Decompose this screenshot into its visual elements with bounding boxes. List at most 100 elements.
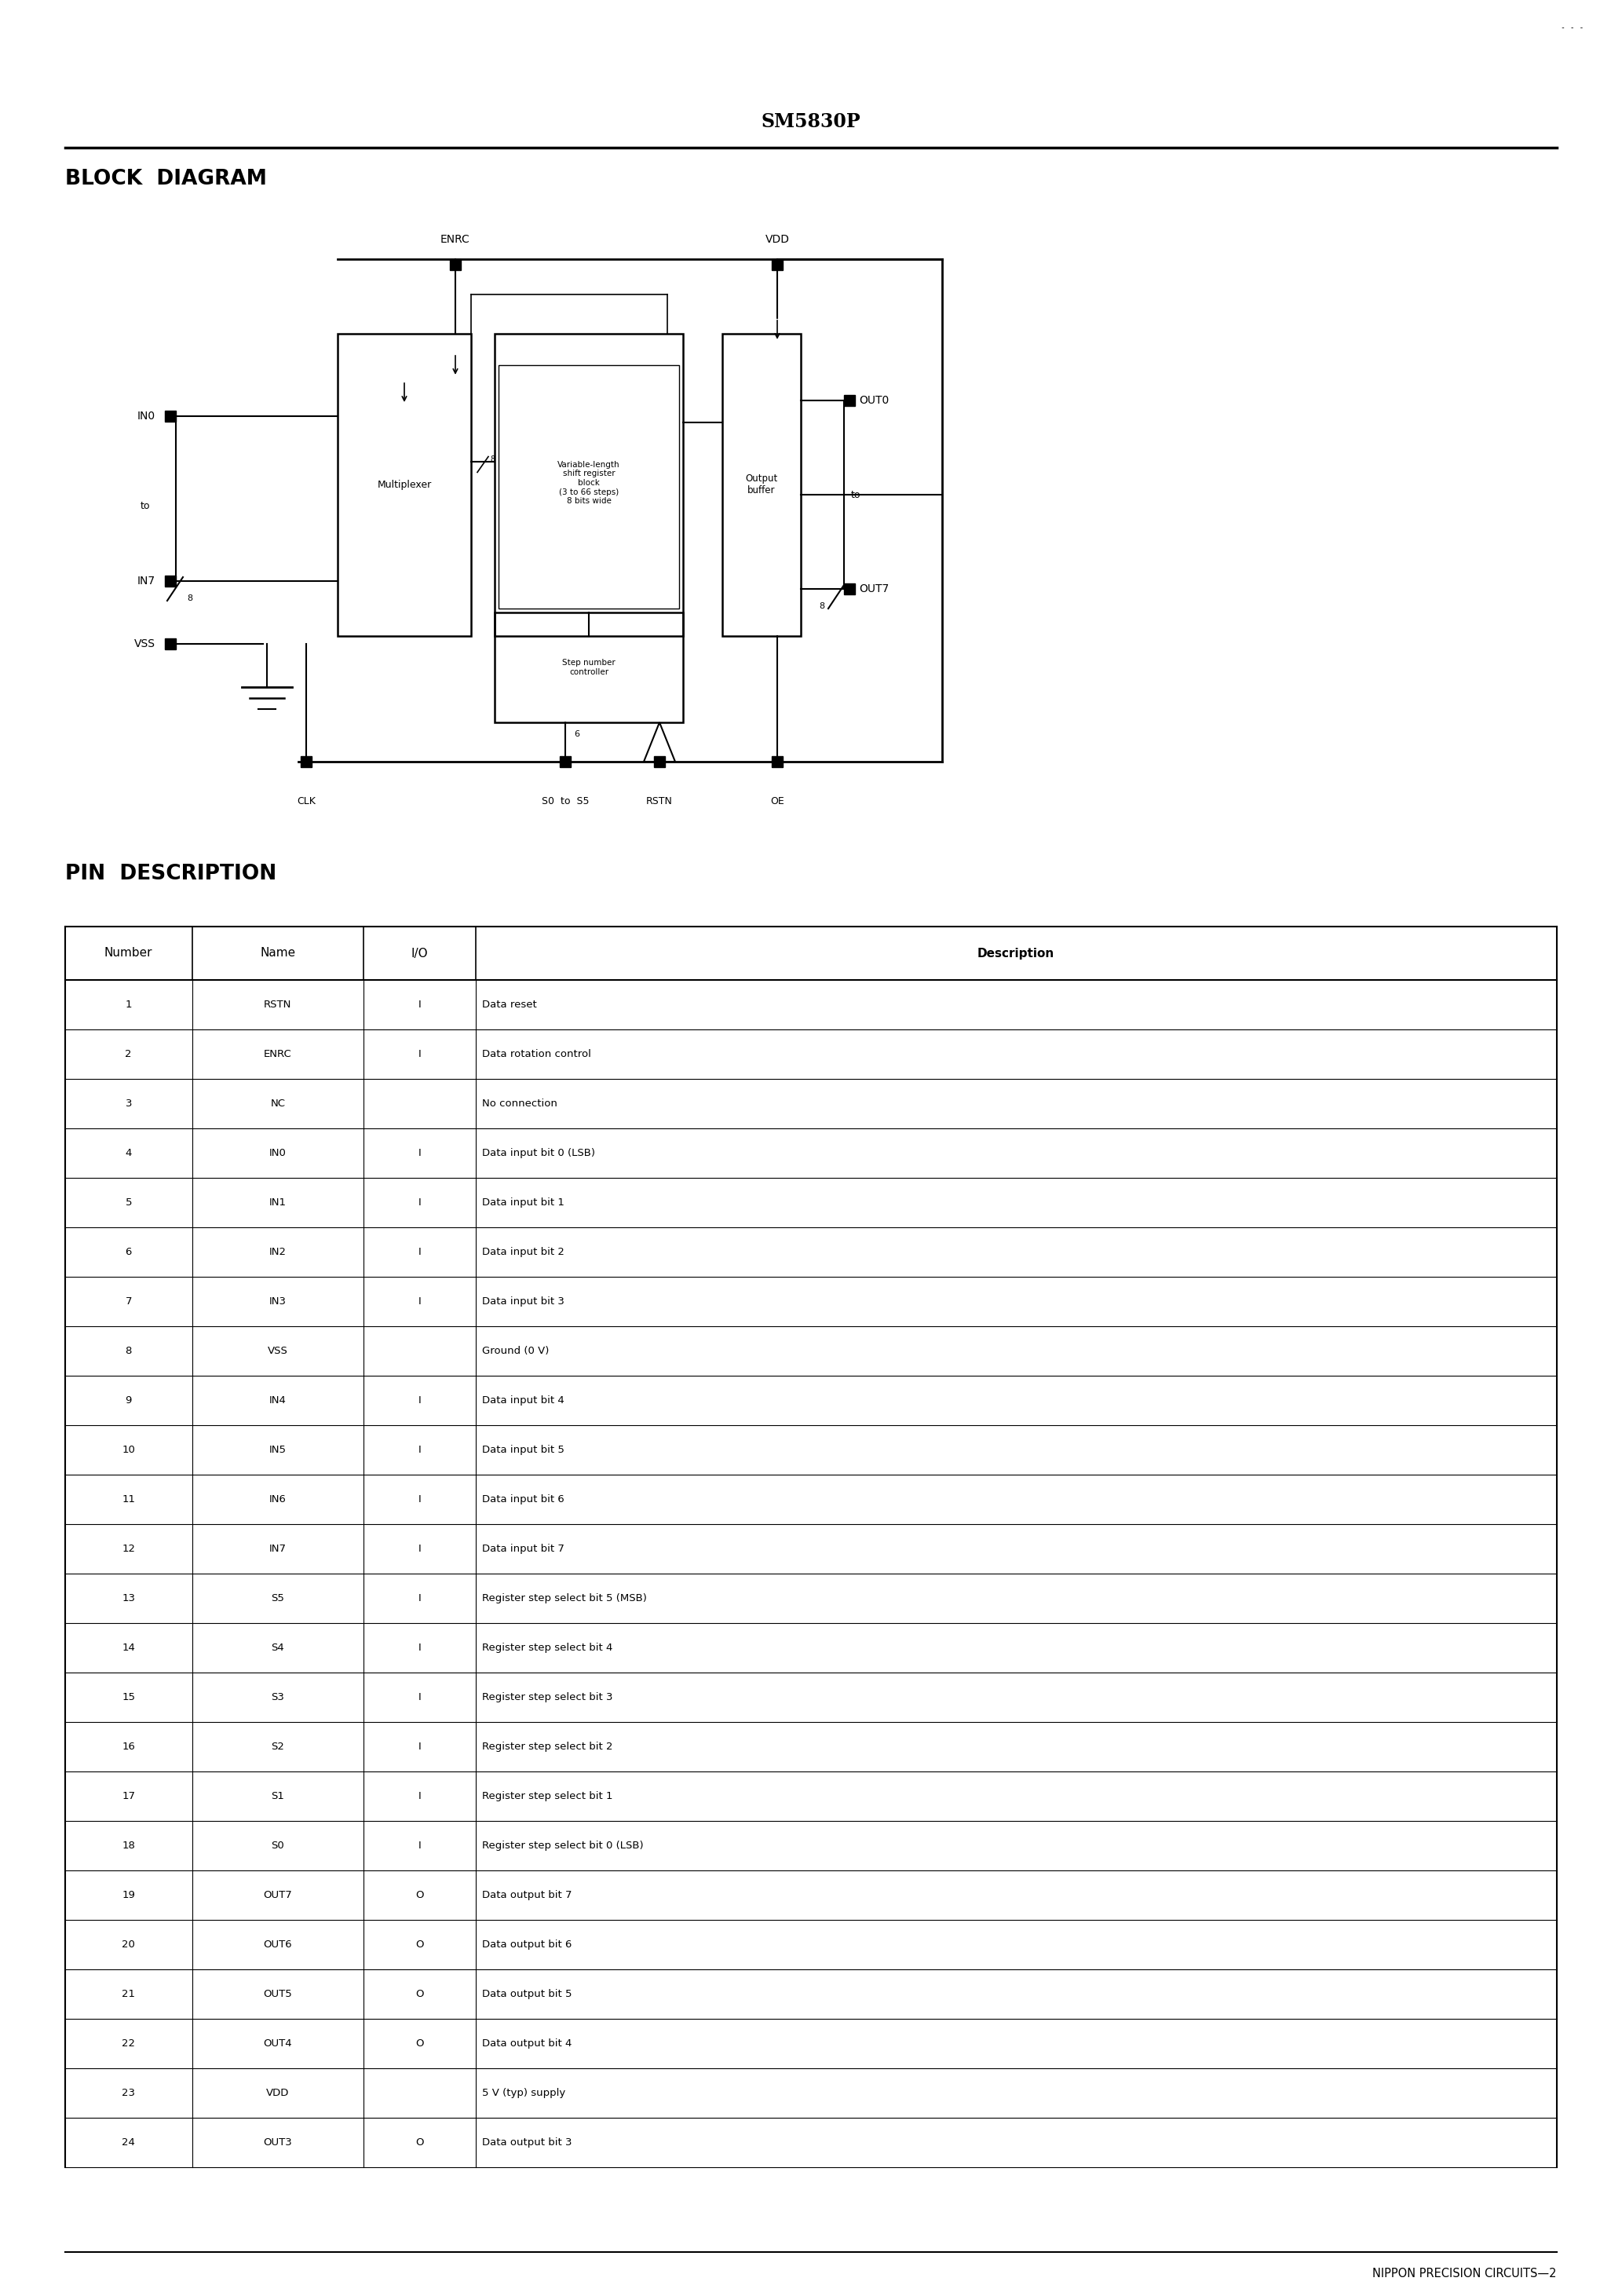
Text: O: O bbox=[415, 1940, 423, 1949]
Text: I: I bbox=[418, 1543, 420, 1554]
Text: 20: 20 bbox=[122, 1940, 135, 1949]
Text: VSS: VSS bbox=[268, 1345, 287, 1357]
Text: S2: S2 bbox=[271, 1743, 284, 1752]
Text: I: I bbox=[418, 1593, 420, 1603]
Bar bbox=[654, 755, 665, 767]
Text: 2: 2 bbox=[125, 1049, 131, 1058]
Text: I: I bbox=[418, 1297, 420, 1306]
Text: to: to bbox=[852, 489, 861, 501]
Text: OUT4: OUT4 bbox=[263, 2039, 292, 2048]
Text: VDD: VDD bbox=[766, 234, 790, 246]
Text: VSS: VSS bbox=[135, 638, 156, 650]
Text: ENRC: ENRC bbox=[264, 1049, 292, 1058]
Text: OUT6: OUT6 bbox=[263, 1940, 292, 1949]
Text: CLK: CLK bbox=[297, 797, 316, 806]
Text: 11: 11 bbox=[122, 1495, 135, 1504]
Bar bbox=[772, 755, 783, 767]
Text: OE: OE bbox=[770, 797, 783, 806]
Text: I: I bbox=[418, 1247, 420, 1258]
Text: Number: Number bbox=[104, 948, 152, 960]
Text: OUT7: OUT7 bbox=[860, 583, 889, 595]
Text: IN7: IN7 bbox=[138, 576, 156, 585]
Text: 18: 18 bbox=[122, 1841, 135, 1851]
Text: O: O bbox=[415, 2039, 423, 2048]
Text: Data input bit 7: Data input bit 7 bbox=[482, 1543, 564, 1554]
Text: Data input bit 1: Data input bit 1 bbox=[482, 1199, 564, 1208]
Text: SM5830P: SM5830P bbox=[761, 113, 861, 131]
Bar bbox=[337, 333, 470, 636]
Text: 17: 17 bbox=[122, 1791, 135, 1802]
Text: Variable-length
shift register
block
(3 to 66 steps)
8 bits wide: Variable-length shift register block (3 … bbox=[558, 461, 620, 505]
Text: 8: 8 bbox=[490, 457, 495, 464]
Text: VDD: VDD bbox=[266, 2087, 289, 2099]
Text: Data output bit 3: Data output bit 3 bbox=[482, 2138, 571, 2147]
Text: IN0: IN0 bbox=[138, 411, 156, 422]
Text: S0: S0 bbox=[271, 1841, 284, 1851]
Bar bbox=[165, 411, 175, 422]
Bar bbox=[772, 259, 783, 271]
Text: Data rotation control: Data rotation control bbox=[482, 1049, 590, 1058]
Text: IN5: IN5 bbox=[269, 1444, 287, 1456]
Text: Data output bit 6: Data output bit 6 bbox=[482, 1940, 571, 1949]
Bar bbox=[165, 638, 175, 650]
Bar bbox=[843, 583, 855, 595]
Text: S1: S1 bbox=[271, 1791, 284, 1802]
Text: 19: 19 bbox=[122, 1890, 135, 1901]
Text: 8: 8 bbox=[819, 602, 824, 611]
Text: 16: 16 bbox=[122, 1743, 135, 1752]
Text: 24: 24 bbox=[122, 2138, 135, 2147]
Text: 8: 8 bbox=[187, 595, 193, 602]
Text: 21: 21 bbox=[122, 1988, 135, 2000]
Text: NIPPON PRECISION CIRCUITS—2: NIPPON PRECISION CIRCUITS—2 bbox=[1372, 2268, 1557, 2280]
Text: OUT7: OUT7 bbox=[263, 1890, 292, 1901]
Text: 10: 10 bbox=[122, 1444, 135, 1456]
Bar bbox=[300, 755, 311, 767]
Text: Name: Name bbox=[260, 948, 295, 960]
Text: IN2: IN2 bbox=[269, 1247, 287, 1258]
Text: 1: 1 bbox=[125, 999, 131, 1010]
Text: 5: 5 bbox=[125, 1199, 131, 1208]
Text: 6: 6 bbox=[574, 730, 579, 737]
Text: 13: 13 bbox=[122, 1593, 135, 1603]
Text: Output
buffer: Output buffer bbox=[746, 473, 777, 496]
Text: OUT0: OUT0 bbox=[860, 395, 889, 406]
Text: Data input bit 2: Data input bit 2 bbox=[482, 1247, 564, 1258]
Text: IN1: IN1 bbox=[269, 1199, 287, 1208]
Text: IN0: IN0 bbox=[269, 1148, 287, 1157]
Bar bbox=[843, 395, 855, 406]
Text: to: to bbox=[141, 501, 151, 512]
Text: Register step select bit 2: Register step select bit 2 bbox=[482, 1743, 613, 1752]
Text: 12: 12 bbox=[122, 1543, 135, 1554]
Text: S3: S3 bbox=[271, 1692, 284, 1701]
Bar bbox=[165, 576, 175, 585]
Text: 22: 22 bbox=[122, 2039, 135, 2048]
Text: Description: Description bbox=[978, 948, 1054, 960]
Text: 7: 7 bbox=[125, 1297, 131, 1306]
Bar bbox=[495, 613, 683, 723]
Text: 15: 15 bbox=[122, 1692, 135, 1701]
Text: Ground (0 V): Ground (0 V) bbox=[482, 1345, 548, 1357]
Text: RSTN: RSTN bbox=[646, 797, 673, 806]
Text: I: I bbox=[418, 1743, 420, 1752]
Text: IN4: IN4 bbox=[269, 1396, 287, 1405]
Text: Data output bit 7: Data output bit 7 bbox=[482, 1890, 571, 1901]
Text: Data output bit 4: Data output bit 4 bbox=[482, 2039, 571, 2048]
Text: OUT3: OUT3 bbox=[263, 2138, 292, 2147]
Text: Register step select bit 4: Register step select bit 4 bbox=[482, 1642, 611, 1653]
Text: I/O: I/O bbox=[410, 948, 428, 960]
Text: 9: 9 bbox=[125, 1396, 131, 1405]
Text: 23: 23 bbox=[122, 2087, 135, 2099]
Text: I: I bbox=[418, 1791, 420, 1802]
Text: Register step select bit 3: Register step select bit 3 bbox=[482, 1692, 613, 1701]
Text: I: I bbox=[418, 999, 420, 1010]
Text: 4: 4 bbox=[125, 1148, 131, 1157]
Text: IN7: IN7 bbox=[269, 1543, 287, 1554]
Text: Data input bit 4: Data input bit 4 bbox=[482, 1396, 564, 1405]
Text: 5 V (typ) supply: 5 V (typ) supply bbox=[482, 2087, 564, 2099]
Bar bbox=[449, 259, 461, 271]
Text: I: I bbox=[418, 1049, 420, 1058]
Text: IN6: IN6 bbox=[269, 1495, 287, 1504]
Text: Step number
controller: Step number controller bbox=[563, 659, 615, 675]
Text: I: I bbox=[418, 1444, 420, 1456]
Text: PIN  DESCRIPTION: PIN DESCRIPTION bbox=[65, 863, 276, 884]
